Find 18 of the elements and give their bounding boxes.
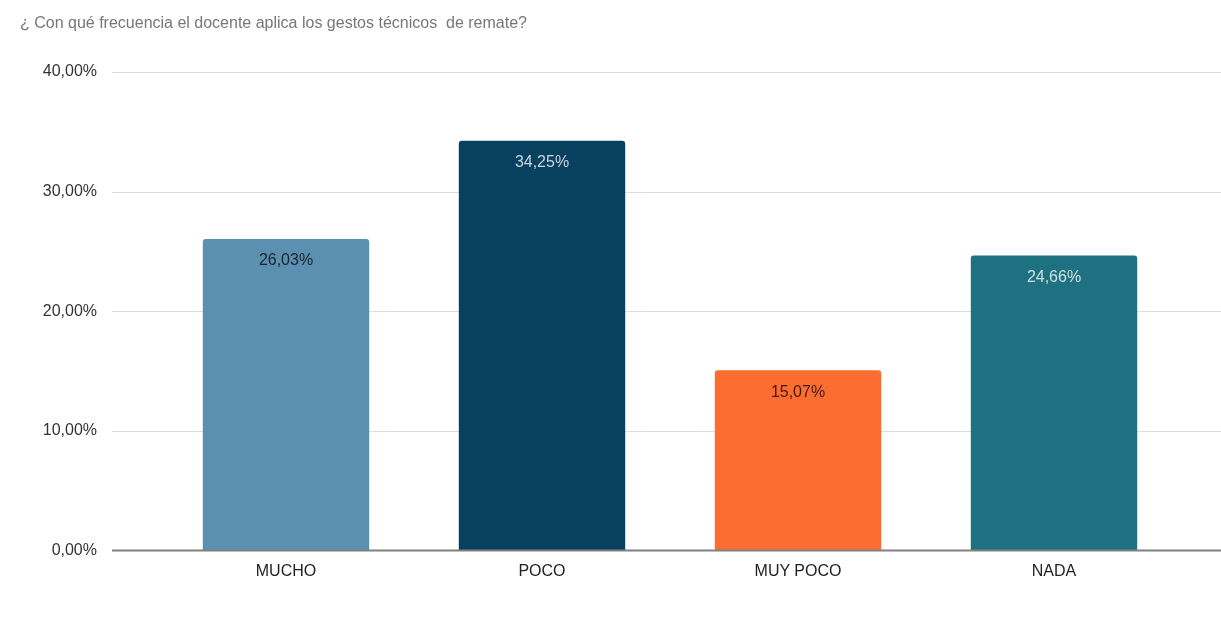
bar — [714, 370, 882, 551]
data-label: 26,03% — [258, 251, 314, 269]
y-tick-label: 0,00% — [51, 540, 97, 558]
bar — [458, 140, 626, 551]
data-label: 15,07% — [770, 382, 826, 400]
x-tick-label: MUCHO — [255, 562, 317, 580]
data-label: 24,66% — [1026, 267, 1082, 285]
x-tick-label: NADA — [1031, 562, 1077, 580]
x-tick-label: MUY POCO — [754, 562, 842, 580]
y-tick-label: 30,00% — [42, 182, 97, 200]
y-tick-label: 40,00% — [42, 62, 97, 80]
chart-title: ¿ Con qué frecuencia el docente aplica los gestos técnicos de remate? — [20, 14, 527, 32]
data-label: 34,25% — [514, 153, 570, 171]
bar — [202, 239, 370, 551]
y-tick-label: 20,00% — [42, 301, 97, 319]
y-tick-label: 10,00% — [42, 421, 97, 439]
x-tick-label: POCO — [518, 562, 566, 580]
bar — [970, 255, 1138, 551]
